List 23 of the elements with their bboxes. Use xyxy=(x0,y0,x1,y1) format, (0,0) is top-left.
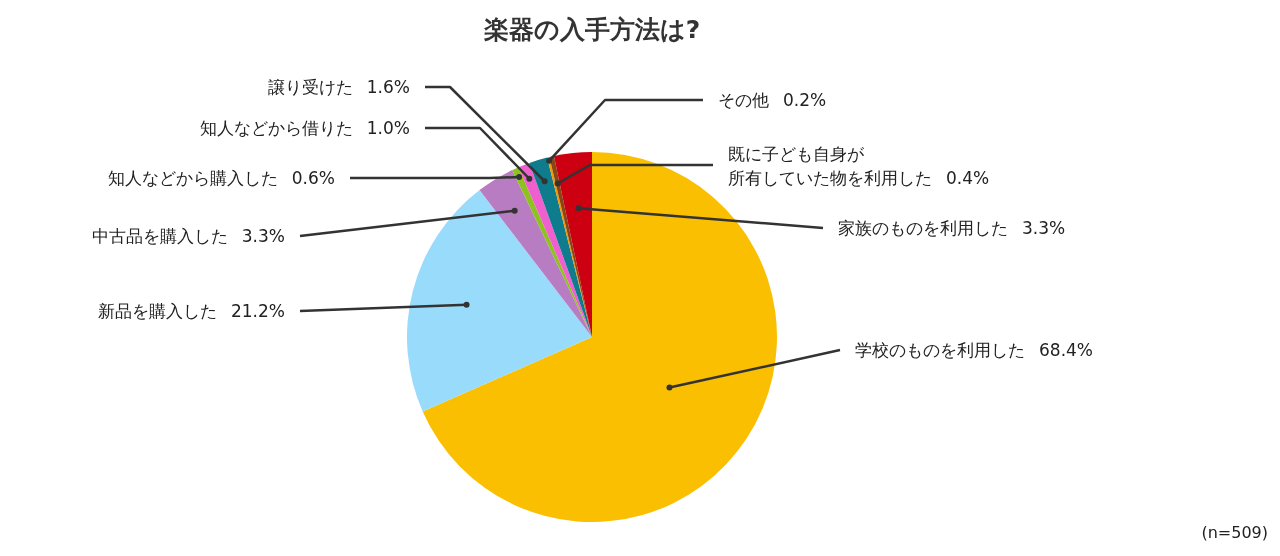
data-label: 0.4% xyxy=(946,168,990,188)
pie-slice xyxy=(407,190,592,412)
slice-label: その他 xyxy=(718,90,769,110)
data-label: 3.3% xyxy=(241,226,285,246)
data-label: 21.2% xyxy=(230,301,285,321)
pie-slice xyxy=(479,170,592,337)
chart-title: 楽器の入手方法は? xyxy=(482,15,701,44)
data-label: 0.6% xyxy=(291,168,335,188)
slice-label: 中古品を購入した xyxy=(91,226,228,246)
slice-label: 家族のものを利用した xyxy=(838,218,1008,238)
slice-label: 知人などから借りた xyxy=(199,118,353,138)
text: (n=509) xyxy=(1201,523,1268,542)
slice-label: 新品を購入した xyxy=(97,301,217,321)
data-label: 1.0% xyxy=(366,118,410,138)
slice-label: 知人などから購入した xyxy=(107,168,278,188)
data-label: 3.3% xyxy=(1022,218,1066,238)
data-label: 68.4% xyxy=(1039,340,1094,360)
data-label: 1.6% xyxy=(366,77,410,97)
slice-label: 既に子ども自身が所有していた物を利用した xyxy=(728,144,932,188)
pie-slice xyxy=(529,157,592,337)
slice-label: 学校のものを利用した xyxy=(855,340,1025,360)
slice-label: 譲り受けた xyxy=(267,77,353,97)
data-label: 0.2% xyxy=(783,90,827,110)
